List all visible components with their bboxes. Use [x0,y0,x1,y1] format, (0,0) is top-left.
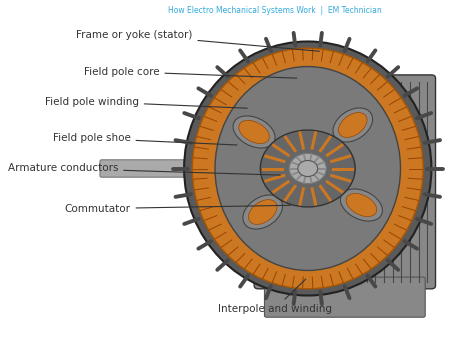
FancyBboxPatch shape [264,277,425,317]
Ellipse shape [192,48,423,289]
Ellipse shape [333,108,373,142]
Ellipse shape [243,195,283,229]
Ellipse shape [215,67,401,270]
Text: Frame or yoke (stator): Frame or yoke (stator) [76,30,319,51]
Text: Field pole shoe: Field pole shoe [53,133,237,145]
Ellipse shape [239,120,269,144]
Text: How Electro Mechanical Systems Work  |  EM Technician: How Electro Mechanical Systems Work | EM… [168,6,382,16]
Ellipse shape [289,153,326,184]
Text: Field pole winding: Field pole winding [45,97,247,108]
Text: Field pole core: Field pole core [84,67,297,78]
FancyBboxPatch shape [254,75,436,289]
FancyBboxPatch shape [100,160,318,177]
Ellipse shape [248,200,277,224]
Ellipse shape [233,116,275,148]
Ellipse shape [338,113,367,137]
Ellipse shape [340,189,383,221]
Ellipse shape [260,130,355,207]
Ellipse shape [298,160,318,177]
Text: Interpole and winding: Interpole and winding [218,279,332,314]
Text: Armature conductors: Armature conductors [8,163,280,175]
Text: Commutator: Commutator [64,204,291,214]
Ellipse shape [346,193,377,217]
Ellipse shape [184,41,431,296]
